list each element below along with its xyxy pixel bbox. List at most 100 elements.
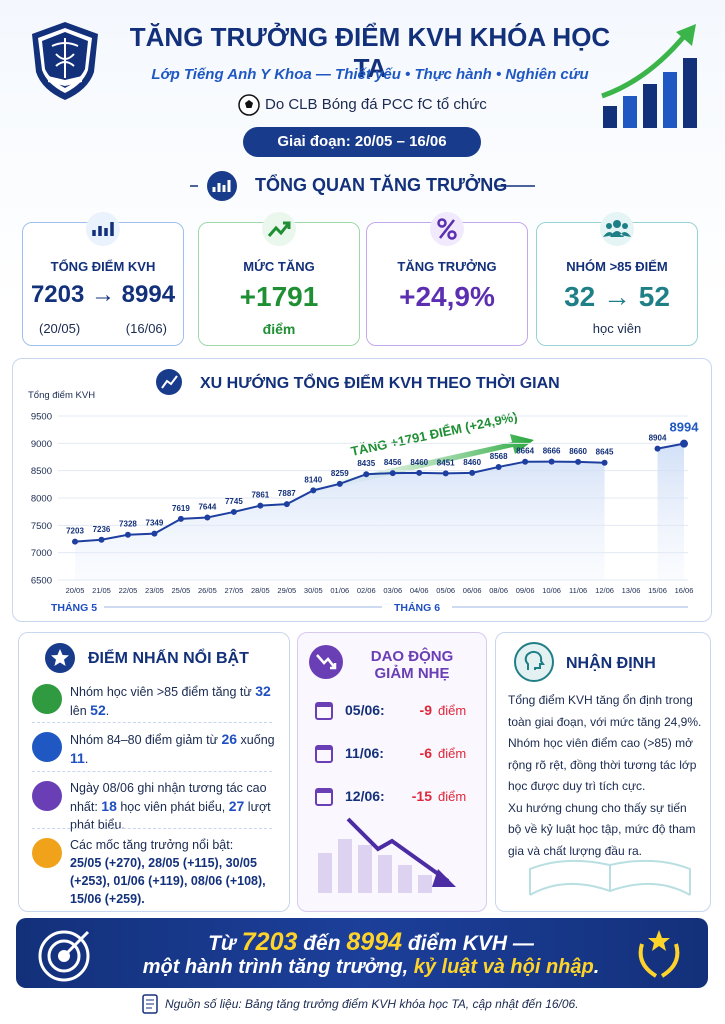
- highlight-item: Các mốc tăng trưởng nổi bật: 25/05 (+270…: [70, 836, 275, 908]
- calendar-icon: [315, 745, 333, 763]
- highlight-text: .: [105, 704, 110, 718]
- logo: [32, 22, 98, 100]
- value-label: 8664: [516, 447, 534, 456]
- value-label: 7203: [66, 527, 84, 536]
- x-tick-label: 27/05: [224, 586, 243, 595]
- dip-illustration: [318, 817, 456, 893]
- point: [416, 469, 423, 476]
- card-value: +1791: [239, 281, 319, 312]
- y-tick-label: 8000: [31, 494, 52, 505]
- y-tick-label: 9500: [31, 412, 52, 423]
- card-note: (16/06): [125, 321, 167, 336]
- point: [654, 445, 661, 452]
- title: TĂNG TRƯỞNG ĐIỂM KVH KHÓA HỌC TA: [129, 22, 611, 83]
- card-value: +24,9%: [399, 281, 495, 312]
- ball-icon: [238, 94, 260, 116]
- stat-card: NHÓM >85 ĐIỂM 32 → 52 học viên: [536, 212, 698, 346]
- highlight-number: 26: [221, 731, 238, 747]
- x-tick-label: 13/06: [622, 586, 641, 595]
- insight-paragraph: Xu hướng chung cho thấy sự tiến bộ về kỷ…: [508, 800, 696, 858]
- separator: [32, 771, 272, 772]
- insight-title: NHẬN ĐỊNH: [566, 655, 656, 672]
- highlight-icon: [32, 781, 62, 811]
- card-note: học viên: [592, 321, 642, 336]
- value-label: 7745: [225, 497, 243, 506]
- card-icon: [600, 212, 634, 246]
- separator: [32, 828, 272, 829]
- point: [389, 470, 396, 477]
- chart: XU HƯỚNG TỔNG ĐIỂM KVH THEO THỜI GIAN Tổ…: [28, 369, 699, 614]
- point: [548, 458, 555, 465]
- section-title: TỔNG QUAN TĂNG TRƯỞNG: [255, 175, 508, 195]
- value-label: 8666: [543, 447, 561, 456]
- highlight-text: lên: [70, 704, 91, 718]
- dip-date: 05/06:: [345, 702, 385, 718]
- card-label: TĂNG TRƯỞNG: [397, 259, 497, 274]
- banner-text: Từ: [208, 932, 242, 955]
- insight-icon: [514, 642, 554, 682]
- chart-title: XU HƯỚNG TỔNG ĐIỂM KVH THEO THỜI GIAN: [200, 373, 560, 392]
- card-value: 7203 → 8994: [30, 281, 176, 308]
- card-value: 32 → 52: [564, 281, 670, 312]
- banner-text: .: [593, 956, 600, 978]
- highlight-text: học viên phát biểu,: [116, 800, 229, 814]
- card-note: (20/05): [39, 321, 81, 336]
- x-tick-label: 01/06: [330, 586, 349, 595]
- point: [495, 463, 502, 470]
- point: [72, 538, 78, 545]
- target-icon: [38, 930, 90, 982]
- x-tick-label: 04/06: [410, 586, 429, 595]
- value-label: 7644: [198, 502, 216, 511]
- point: [522, 458, 529, 465]
- value-label: 7328: [119, 520, 137, 529]
- dip-unit: điểm: [438, 746, 467, 761]
- x-tick-label: 30/05: [304, 586, 323, 595]
- point: [336, 480, 343, 487]
- insight-paragraph: Tổng điểm KVH tăng ổn định trong toàn gi…: [508, 693, 702, 793]
- highlight-item: Nhóm học viên >85 điểm tăng từ 32 lên 52…: [70, 682, 275, 720]
- value-label: 8645: [596, 448, 614, 457]
- calendar-icon: [315, 788, 333, 806]
- card-label: MỨC TĂNG: [243, 259, 315, 274]
- banner-line-2: một hành trình tăng trưởng, kỷ luật và h…: [136, 956, 606, 979]
- value-label: 8460: [463, 458, 481, 467]
- x-tick-label: 20/05: [66, 586, 85, 595]
- point: [151, 530, 158, 537]
- banner-text: một hành trình tăng trưởng,: [142, 956, 414, 978]
- highlight-text: Ngày 08/06 ghi nhận tương tác cao nhất:: [70, 781, 267, 814]
- y-tick-label: 8500: [31, 466, 52, 477]
- x-tick-label: 23/05: [145, 586, 164, 595]
- card-label: TỔNG ĐIỂM KVH: [50, 259, 156, 274]
- banner-line-1: Từ 7203 đến 8994 điểm KVH —: [136, 928, 606, 957]
- dip-change: -9: [419, 702, 432, 718]
- value-label: 8140: [304, 475, 322, 484]
- x-tick-label: 22/05: [119, 586, 138, 595]
- x-tick-label: 02/06: [357, 586, 376, 595]
- value-label: 8451: [437, 458, 455, 467]
- value-label: 8435: [357, 459, 375, 468]
- point: [469, 469, 476, 476]
- x-tick-label: 06/06: [463, 586, 482, 595]
- point: [204, 514, 211, 521]
- point: [283, 501, 290, 508]
- highlight-number: 27: [228, 798, 245, 814]
- doc-icon: [142, 994, 158, 1014]
- value-label: 7236: [93, 525, 111, 534]
- highlight-text: Các mốc tăng trưởng nổi bật:: [70, 838, 234, 852]
- stat-card: TỔNG ĐIỂM KVH 7203 → 8994 (20/05) (16/06): [22, 212, 184, 346]
- x-tick-label: 28/05: [251, 586, 270, 595]
- period: Giai đoạn: 20/05 – 16/06: [243, 127, 481, 157]
- banner-text: điểm KVH —: [402, 932, 534, 955]
- calendar-icon: [315, 702, 333, 720]
- highlight-icon: [32, 732, 62, 762]
- banner-highlight: kỷ luật và hội nhập: [413, 956, 594, 978]
- card-note: điểm: [262, 321, 296, 337]
- highlight-number: 11: [70, 750, 85, 766]
- banner-highlight: 7203: [241, 928, 298, 956]
- stat-card: TĂNG TRƯỞNG +24,9%: [366, 212, 528, 346]
- value-label: 8259: [331, 469, 349, 478]
- y-tick-label: 7500: [31, 521, 52, 532]
- highlight-text: xuống: [237, 733, 275, 747]
- highlights-title: ĐIỂM NHẤN NỔI BẬT: [88, 650, 249, 667]
